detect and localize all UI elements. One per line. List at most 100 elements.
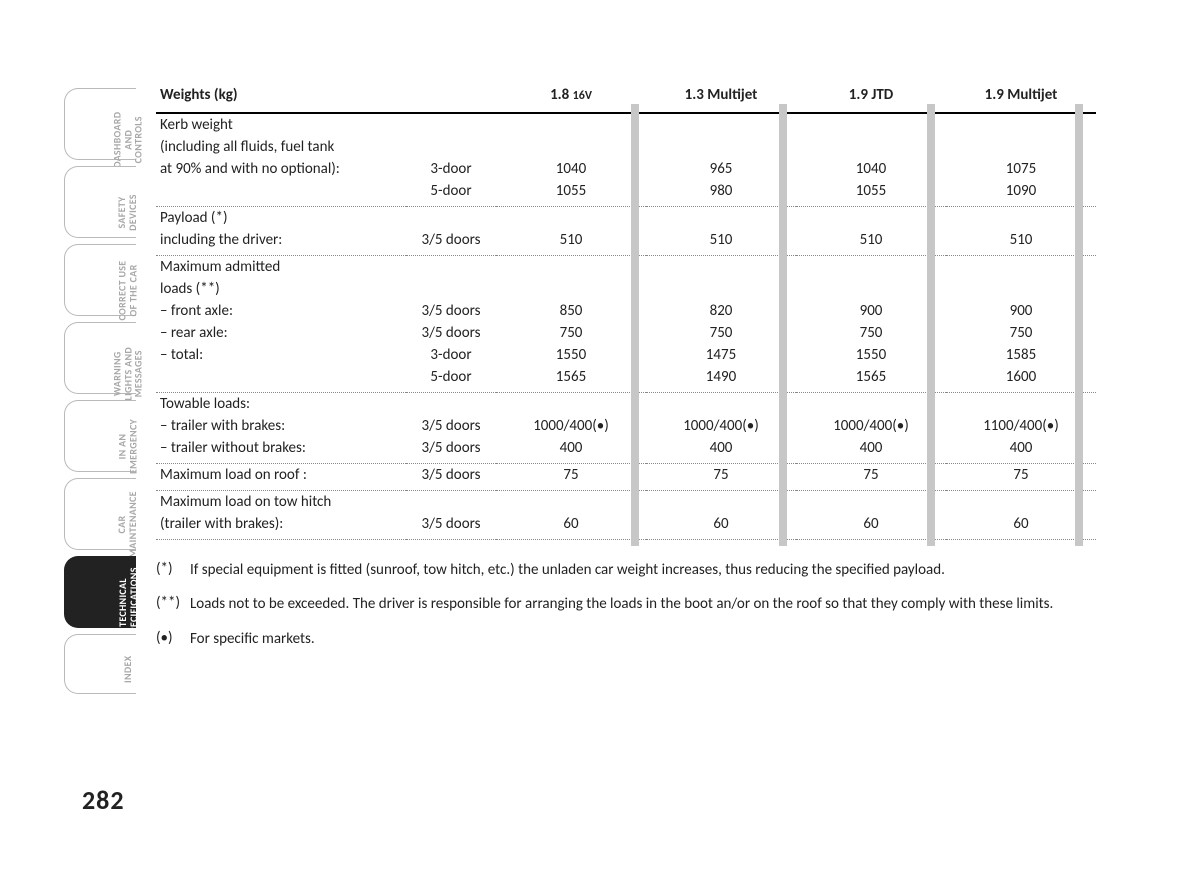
cell-value	[646, 393, 796, 416]
cell-value	[646, 491, 796, 514]
cell-value: 400	[796, 437, 946, 459]
column-divider	[927, 104, 935, 546]
row-variant	[406, 278, 496, 300]
cell-value	[646, 278, 796, 300]
col-header: 1.3 Multijet	[646, 84, 796, 113]
table-row: – front axle:3/5 doors850820900900	[156, 300, 1096, 322]
cell-value	[646, 136, 796, 158]
cell-value: 510	[796, 229, 946, 251]
cell-value: 400	[946, 437, 1096, 459]
tab-label: CAR MAINTENANCE	[118, 491, 139, 558]
cell-value: 1100/400(•)	[946, 415, 1096, 437]
cell-value: 510	[946, 229, 1096, 251]
nav-tab[interactable]: CAR MAINTENANCE	[64, 478, 136, 550]
cell-value	[496, 393, 646, 416]
row-description: Payload (*)	[156, 207, 406, 230]
row-variant: 3/5 doors	[406, 300, 496, 322]
row-description: Kerb weight	[156, 113, 406, 136]
cell-value: 1000/400(•)	[796, 415, 946, 437]
cell-value: 750	[496, 322, 646, 344]
row-description: including the driver:	[156, 229, 406, 251]
cell-value	[796, 393, 946, 416]
cell-value	[796, 491, 946, 514]
cell-value	[796, 113, 946, 136]
table-row: – trailer without brakes:3/5 doors400400…	[156, 437, 1096, 459]
cell-value: 1075	[946, 158, 1096, 180]
tab-label: WARNING LIGHTS AND MESSAGES	[112, 347, 144, 400]
table-row: Maximum load on roof :3/5 doors75757575	[156, 464, 1096, 487]
row-description: – rear axle:	[156, 322, 406, 344]
nav-tab[interactable]: INDEX	[64, 634, 136, 694]
row-variant: 5-door	[406, 180, 496, 202]
row-variant	[406, 207, 496, 230]
table-row: Maximum load on tow hitch	[156, 491, 1096, 514]
cell-value: 60	[496, 513, 646, 535]
row-variant: 3/5 doors	[406, 229, 496, 251]
cell-value	[946, 113, 1096, 136]
nav-tab[interactable]: WARNING LIGHTS AND MESSAGES	[64, 322, 136, 394]
row-description: – total:	[156, 344, 406, 366]
table-row: Kerb weight	[156, 113, 1096, 136]
cell-value	[496, 136, 646, 158]
cell-value: 60	[796, 513, 946, 535]
cell-value: 1000/400(•)	[646, 415, 796, 437]
cell-value: 750	[946, 322, 1096, 344]
row-description: – trailer with brakes:	[156, 415, 406, 437]
cell-value: 820	[646, 300, 796, 322]
cell-value: 400	[646, 437, 796, 459]
cell-value	[796, 207, 946, 230]
nav-tab[interactable]: CORRECT USE OF THE CAR	[64, 244, 136, 316]
table-row: (including all fluids, fuel tank	[156, 136, 1096, 158]
row-variant: 3-door	[406, 158, 496, 180]
table-row: 5-door105598010551090	[156, 180, 1096, 202]
footnotes: (*)If special equipment is fitted (sunro…	[156, 560, 1076, 649]
table-row: – trailer with brakes:3/5 doors1000/400(…	[156, 415, 1096, 437]
nav-tab[interactable]: IN AN EMERGENCY	[64, 400, 136, 472]
cell-value: 510	[496, 229, 646, 251]
nav-tab[interactable]: SAFETY DEVICES	[64, 166, 136, 238]
row-variant	[406, 393, 496, 416]
cell-value: 1090	[946, 180, 1096, 202]
cell-value: 75	[796, 464, 946, 487]
cell-value	[646, 113, 796, 136]
row-description: Maximum load on roof :	[156, 464, 406, 487]
cell-value: 510	[646, 229, 796, 251]
row-variant	[406, 113, 496, 136]
footnote: (•)For specific markets.	[156, 629, 1076, 649]
nav-tab[interactable]: DASHBOARD AND CONTROLS	[64, 88, 136, 160]
cell-value: 400	[496, 437, 646, 459]
col-header: 1.8 16V	[496, 84, 646, 113]
cell-value	[496, 113, 646, 136]
row-variant	[406, 491, 496, 514]
cell-value	[796, 278, 946, 300]
footnote-mark: (•)	[156, 629, 190, 649]
cell-value: 980	[646, 180, 796, 202]
table-row: (trailer with brakes):3/5 doors60606060	[156, 513, 1096, 535]
cell-value: 1490	[646, 366, 796, 388]
footnote: (*)If special equipment is fitted (sunro…	[156, 560, 1076, 580]
cell-value	[946, 136, 1096, 158]
column-divider	[1075, 104, 1083, 546]
cell-value	[496, 491, 646, 514]
nav-tab[interactable]: TECHNICAL SPECIFICATIONS	[64, 556, 136, 628]
row-description: loads (**)	[156, 278, 406, 300]
col-header: 1.9 Multijet	[946, 84, 1096, 113]
row-variant: 3/5 doors	[406, 464, 496, 487]
row-description	[156, 366, 406, 388]
cell-value	[646, 256, 796, 279]
table-row: Payload (*)	[156, 207, 1096, 230]
cell-value: 1000/400(•)	[496, 415, 646, 437]
cell-value: 850	[496, 300, 646, 322]
cell-value: 900	[946, 300, 1096, 322]
footnote: (**)Loads not to be exceeded. The driver…	[156, 594, 1076, 614]
cell-value	[796, 136, 946, 158]
footnote-mark: (*)	[156, 560, 190, 580]
cell-value: 1040	[496, 158, 646, 180]
tab-label: SAFETY DEVICES	[118, 194, 139, 231]
row-description: – front axle:	[156, 300, 406, 322]
footnote-mark: (**)	[156, 594, 190, 614]
cell-value	[796, 256, 946, 279]
page-number: 282	[82, 784, 125, 816]
column-divider	[779, 104, 787, 546]
cell-value: 60	[946, 513, 1096, 535]
